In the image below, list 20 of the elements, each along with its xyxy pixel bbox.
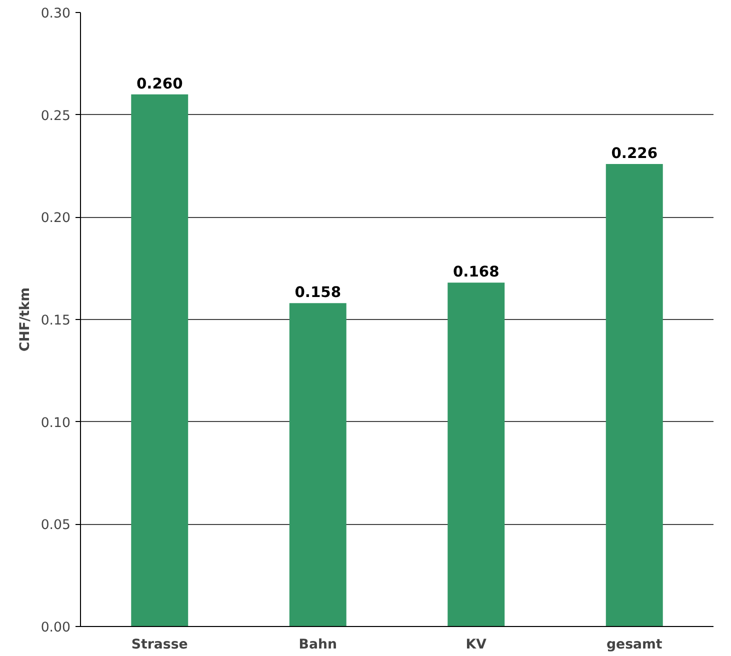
data-label: 0.168 xyxy=(452,264,500,281)
y-tick-label: 0.00 xyxy=(40,620,71,636)
y-tick-label: 0.15 xyxy=(40,314,71,328)
y-tick-label: 0.05 xyxy=(40,518,71,534)
y-tick-label: 0.30 xyxy=(40,6,71,22)
data-label: 0.158 xyxy=(294,284,342,302)
x-tick-label: Bahn xyxy=(298,638,337,652)
x-tick-label: Strasse xyxy=(131,638,188,652)
data-label: 0.260 xyxy=(136,75,183,92)
data-label: 0.226 xyxy=(611,144,658,162)
x-tick-label: gesamt xyxy=(606,638,663,652)
y-tick-label: 0.10 xyxy=(40,416,71,431)
y-tick-label: 0.25 xyxy=(40,108,71,124)
x-tick-label: KV xyxy=(466,638,488,652)
bar xyxy=(131,94,188,626)
y-axis-title: CHF/tkm xyxy=(18,287,33,352)
y-tick-label: 0.20 xyxy=(40,211,71,226)
bar xyxy=(289,303,346,626)
bar xyxy=(448,282,505,626)
bar xyxy=(606,164,663,626)
